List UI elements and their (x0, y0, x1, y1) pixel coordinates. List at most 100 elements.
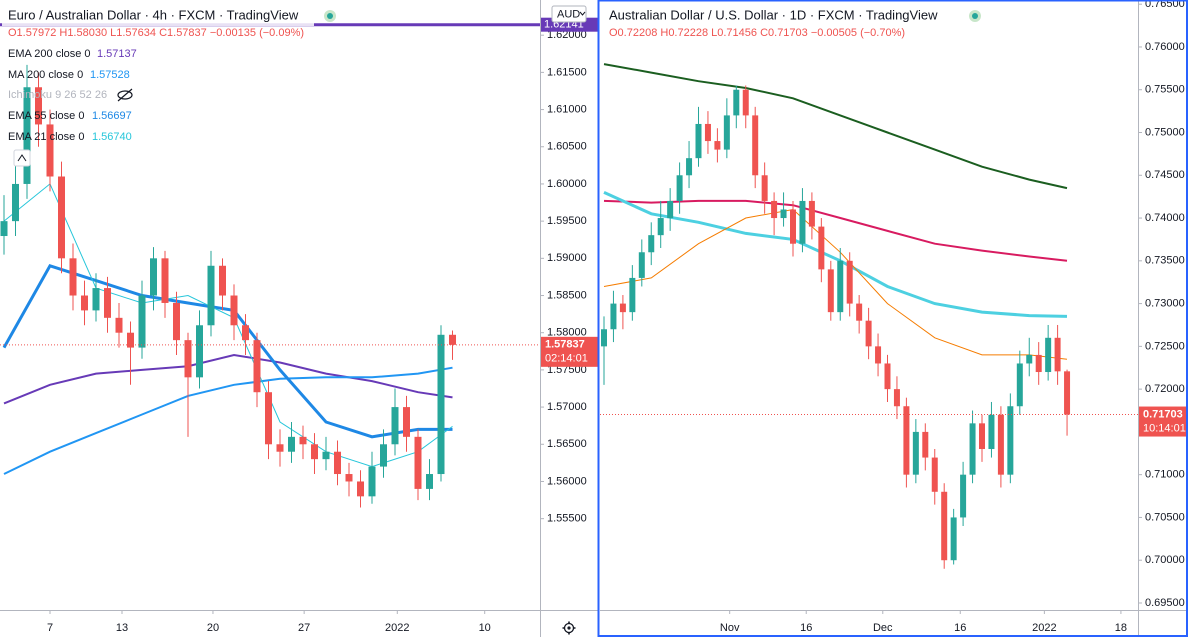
candle-body (92, 288, 100, 311)
candle-body (242, 325, 249, 341)
eye-slash[interactable] (117, 88, 133, 102)
candle-body (334, 451, 341, 475)
x-tick-label: 13 (116, 622, 128, 634)
candle-body (856, 303, 863, 321)
x-tick-label: Nov (720, 622, 740, 634)
active-panel-border (597, 0, 1188, 637)
candle-body (790, 209, 796, 244)
candle-body (893, 389, 900, 407)
candle-body (12, 183, 19, 222)
candle-body (827, 269, 834, 313)
candle-body (0, 221, 8, 237)
y-tick-label: 0.75500 (1145, 84, 1185, 96)
candle-body (276, 444, 284, 452)
candle-body (207, 265, 215, 326)
candle-body (138, 295, 146, 348)
indicator-name: EMA 200 close 0 (8, 48, 91, 60)
hidden-eye-icon[interactable] (117, 88, 133, 102)
status-dot-inner (972, 13, 978, 19)
settings-gear[interactable] (562, 621, 576, 635)
gear-hub[interactable] (567, 626, 571, 630)
y-tick-label: 0.70000 (1145, 554, 1185, 566)
x-tick-label: 2022 (385, 622, 409, 634)
right-plot (600, 63, 1138, 569)
candle-body (818, 226, 825, 270)
candle-body (969, 423, 976, 475)
candle-body (1045, 337, 1052, 373)
indicator-value: 1.56740 (92, 131, 132, 143)
y-tick-label: 1.60000 (547, 178, 587, 190)
candle-body (780, 209, 787, 219)
candle-body (115, 317, 123, 333)
candle-body (988, 414, 995, 450)
indicator-name-hidden: Ichimoku 9 26 52 26 (8, 89, 107, 101)
candle-body (81, 295, 88, 311)
candle-body (875, 346, 882, 364)
indicator-name: EMA 21 close 0 (8, 131, 84, 143)
candle-body (219, 265, 226, 296)
y-tick-label: 0.76000 (1145, 41, 1185, 53)
candle-body (380, 444, 387, 467)
candle-body (922, 431, 929, 458)
eye[interactable] (117, 90, 133, 100)
candle-body (771, 200, 778, 219)
y-tick-label: 1.58500 (547, 289, 587, 301)
candle-body (686, 158, 693, 176)
legend-bg (2, 4, 314, 26)
candle-body (173, 302, 180, 341)
last-price-label-bg (540, 336, 598, 367)
candle-body (161, 258, 169, 303)
candle-body (619, 303, 626, 313)
candle-body (657, 218, 664, 236)
candle-body (638, 252, 645, 278)
countdown-label: 02:14:01 (545, 353, 588, 365)
currency-label[interactable]: AUD (557, 8, 580, 20)
collapse-button[interactable] (13, 149, 31, 167)
status-dot-inner (327, 13, 333, 19)
candle-body (723, 115, 730, 150)
y-tick-label: 0.72500 (1145, 340, 1185, 352)
candle-body (997, 414, 1004, 475)
candle-body (950, 517, 957, 561)
indicator-line (3, 353, 453, 405)
candle-body (46, 124, 54, 177)
candle-body (837, 260, 844, 313)
y-tick-label: 1.61500 (547, 66, 587, 78)
candle-body (695, 123, 702, 159)
candle-body (253, 340, 261, 393)
indicator-value: 1.56697 (92, 110, 132, 122)
candle-body (23, 87, 31, 184)
last-price-label: 1.57837 (545, 339, 585, 351)
x-tick-label: 10 (479, 622, 491, 634)
axes: 1.555001.560001.565001.570001.575001.580… (47, 0, 1188, 634)
candle-body (960, 474, 967, 518)
y-tick-label: 0.73000 (1145, 297, 1185, 309)
left-plot (0, 23, 540, 508)
y-tick-label: 0.73500 (1145, 255, 1185, 267)
gear-teeth[interactable] (562, 621, 576, 635)
candle-body (1026, 354, 1033, 364)
indicator-name: MA 200 close 0 (8, 69, 83, 81)
y-tick-label: 0.74500 (1145, 169, 1185, 181)
x-tick-label: 2022 (1032, 622, 1056, 634)
y-tick-label: 1.57000 (547, 401, 587, 413)
candle-body (437, 334, 445, 475)
candle-body (368, 466, 376, 497)
indicator-line (603, 63, 1068, 190)
candle-body (912, 431, 919, 475)
y-tick-label: 0.74000 (1145, 212, 1185, 224)
candle-body (104, 288, 111, 318)
candle-body (150, 258, 157, 296)
x-tick-label: Dec (873, 622, 893, 634)
candle-body (449, 334, 456, 345)
collapse-arrow[interactable] (17, 154, 27, 162)
candle-body (846, 260, 853, 304)
currency-arrow[interactable] (579, 11, 586, 16)
candle-body (58, 176, 65, 259)
candle-body (1016, 363, 1023, 407)
currency-button[interactable] (551, 5, 587, 23)
candle-body (299, 436, 307, 445)
candle-body (865, 320, 872, 347)
